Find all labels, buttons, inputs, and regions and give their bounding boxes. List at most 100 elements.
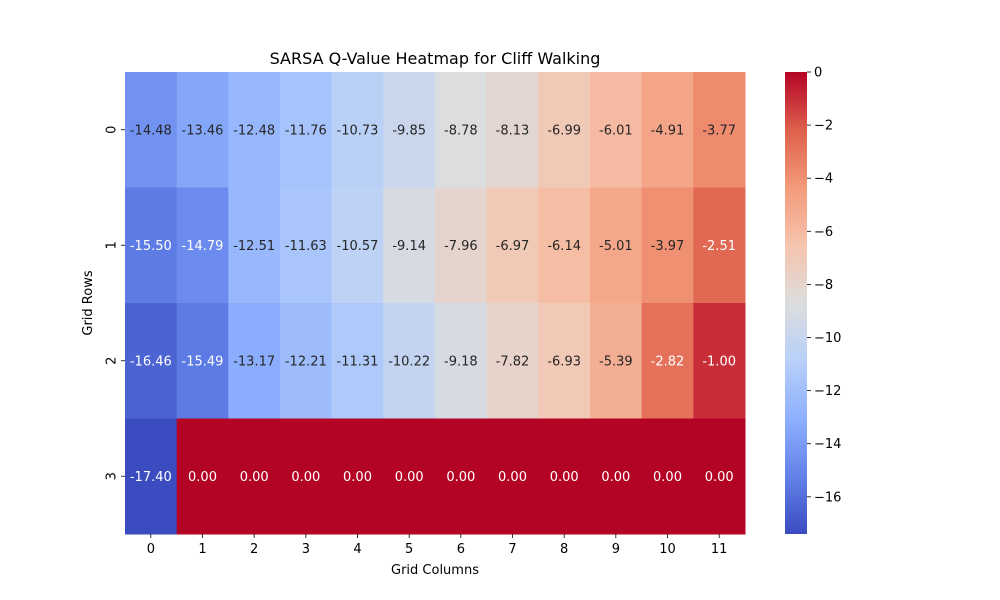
heatmap-cell-r0-c3 [280, 72, 333, 188]
x-tick-label-11: 11 [711, 542, 728, 557]
x-tick-label-6: 6 [457, 542, 465, 557]
heatmap-cell-r1-c8 [538, 187, 591, 304]
heatmap-cell-r0-c2 [228, 72, 281, 188]
heatmap-cell-r3-c9 [590, 418, 643, 535]
heatmap-cell-r2-c3 [280, 303, 333, 419]
heatmap-cell-r1-c10 [641, 187, 694, 304]
colorbar-tick-label-5: −10 [814, 331, 841, 346]
cell-value-label-r3-c10: 0.00 [653, 470, 682, 485]
heatmap-cell-r2-c7 [486, 303, 539, 419]
y-tick-label-2: 2 [105, 357, 120, 365]
cell-value-label-r3-c5: 0.00 [395, 470, 424, 485]
heatmap-cell-r3-c4 [331, 418, 384, 535]
colorbar-tick-label-8: −16 [814, 490, 841, 505]
colorbar-gradient [785, 72, 807, 534]
heatmap-cell-r1-c11 [693, 187, 746, 304]
heatmap-cell-r0-c7 [486, 72, 539, 188]
cell-value-label-r3-c2: 0.00 [240, 470, 269, 485]
x-axis-label: Grid Columns [391, 563, 479, 578]
cell-value-label-r3-c9: 0.00 [601, 470, 630, 485]
colorbar-tick-label-2: −4 [814, 172, 833, 187]
cell-value-label-r2-c11: -1.00 [702, 354, 736, 369]
colorbar-tick-label-6: −12 [814, 384, 841, 399]
heatmap-cell-r2-c6 [435, 303, 488, 419]
heatmap-cell-r1-c0 [125, 187, 178, 304]
y-tick-label-1: 1 [105, 241, 120, 249]
y-tick-label-3: 3 [105, 472, 120, 480]
colorbar-tick-label-3: −6 [814, 225, 833, 240]
heatmap-cell-r3-c8 [538, 418, 591, 535]
cell-value-label-r0-c4: -10.73 [337, 123, 379, 138]
cell-value-label-r3-c7: 0.00 [498, 470, 527, 485]
heatmap-cell-r3-c3 [280, 418, 333, 535]
cell-value-label-r1-c10: -3.97 [651, 239, 685, 254]
heatmap-cell-labels: -14.48 -13.46 -12.48 -11.76 -10.73 -9.85 -8.78… [130, 123, 736, 485]
cell-value-label-r0-c10: -4.91 [651, 123, 685, 138]
cell-value-label-r0-c2: -12.48 [233, 123, 275, 138]
cell-value-label-r1-c8: -6.14 [547, 239, 581, 254]
heatmap-cell-r0-c1 [176, 72, 229, 188]
heatmap-cell-r3-c2 [228, 418, 281, 535]
x-tick-label-10: 10 [659, 542, 676, 557]
heatmap-cell-r3-c0 [125, 418, 178, 535]
cell-value-label-r3-c3: 0.00 [291, 470, 320, 485]
colorbar-tick-label-0: 0 [814, 66, 822, 81]
heatmap-cell-r1-c1 [176, 187, 229, 304]
heatmap-cell-r0-c5 [383, 72, 436, 188]
cell-value-label-r1-c4: -10.57 [337, 239, 379, 254]
heatmap-cell-r2-c1 [176, 303, 229, 419]
cell-value-label-r2-c4: -11.31 [337, 354, 379, 369]
colorbar-tick-label-4: −8 [814, 278, 833, 293]
heatmap-cell-r3-c7 [486, 418, 539, 535]
heatmap-cell-r2-c11 [693, 303, 746, 419]
cell-value-label-r2-c6: -9.18 [444, 354, 478, 369]
x-tick-label-1: 1 [198, 542, 206, 557]
heatmap-cell-r1-c7 [486, 187, 539, 304]
heatmap-cell-r0-c9 [590, 72, 643, 188]
heatmap-cell-r0-c8 [538, 72, 591, 188]
x-tick-label-7: 7 [508, 542, 516, 557]
heatmap-cell-r0-c11 [693, 72, 746, 188]
cell-value-label-r1-c5: -9.14 [392, 239, 426, 254]
cell-value-label-r2-c1: -15.49 [182, 354, 224, 369]
y-tick-label-0: 0 [105, 126, 120, 134]
cell-value-label-r2-c9: -5.39 [599, 354, 633, 369]
heatmap-cell-r2-c8 [538, 303, 591, 419]
cell-value-label-r1-c2: -12.51 [233, 239, 275, 254]
heatmap-cells [125, 72, 746, 535]
chart-title: SARSA Q-Value Heatmap for Cliff Walking [270, 49, 601, 68]
cell-value-label-r2-c10: -2.82 [651, 354, 685, 369]
y-axis: 0 1 2 3 [105, 126, 125, 480]
heatmap-cell-r0-c0 [125, 72, 178, 188]
x-tick-label-4: 4 [353, 542, 361, 557]
heatmap-cell-r2-c9 [590, 303, 643, 419]
cell-value-label-r3-c0: -17.40 [130, 470, 172, 485]
cell-value-label-r0-c6: -8.78 [444, 123, 478, 138]
heatmap-cell-r2-c0 [125, 303, 178, 419]
cell-value-label-r0-c5: -9.85 [392, 123, 426, 138]
cell-value-label-r1-c7: -6.97 [496, 239, 530, 254]
cell-value-label-r2-c5: -10.22 [388, 354, 430, 369]
colorbar: 0 −2 −4 −6 −8 −10 −12 −14 −16 [785, 66, 841, 534]
heatmap-cell-r2-c10 [641, 303, 694, 419]
x-tick-label-3: 3 [302, 542, 310, 557]
cell-value-label-r0-c0: -14.48 [130, 123, 172, 138]
cell-value-label-r0-c8: -6.99 [547, 123, 581, 138]
cell-value-label-r1-c0: -15.50 [130, 239, 172, 254]
heatmap-cell-r2-c4 [331, 303, 384, 419]
x-axis: 0 1 2 3 4 5 6 7 8 9 10 11 [147, 534, 728, 557]
x-tick-label-5: 5 [405, 542, 413, 557]
heatmap-cell-r1-c3 [280, 187, 333, 304]
heatmap-cell-r1-c6 [435, 187, 488, 304]
cell-value-label-r2-c3: -12.21 [285, 354, 327, 369]
heatmap-cell-r1-c9 [590, 187, 643, 304]
heatmap-cell-r2-c5 [383, 303, 436, 419]
cell-value-label-r1-c3: -11.63 [285, 239, 327, 254]
cell-value-label-r2-c0: -16.46 [130, 354, 172, 369]
cell-value-label-r1-c6: -7.96 [444, 239, 478, 254]
heatmap-cell-r2-c2 [228, 303, 281, 419]
heatmap-cell-r0-c10 [641, 72, 694, 188]
heatmap-cell-r0-c4 [331, 72, 384, 188]
cell-value-label-r3-c8: 0.00 [550, 470, 579, 485]
colorbar-tick-label-1: −2 [814, 119, 833, 134]
